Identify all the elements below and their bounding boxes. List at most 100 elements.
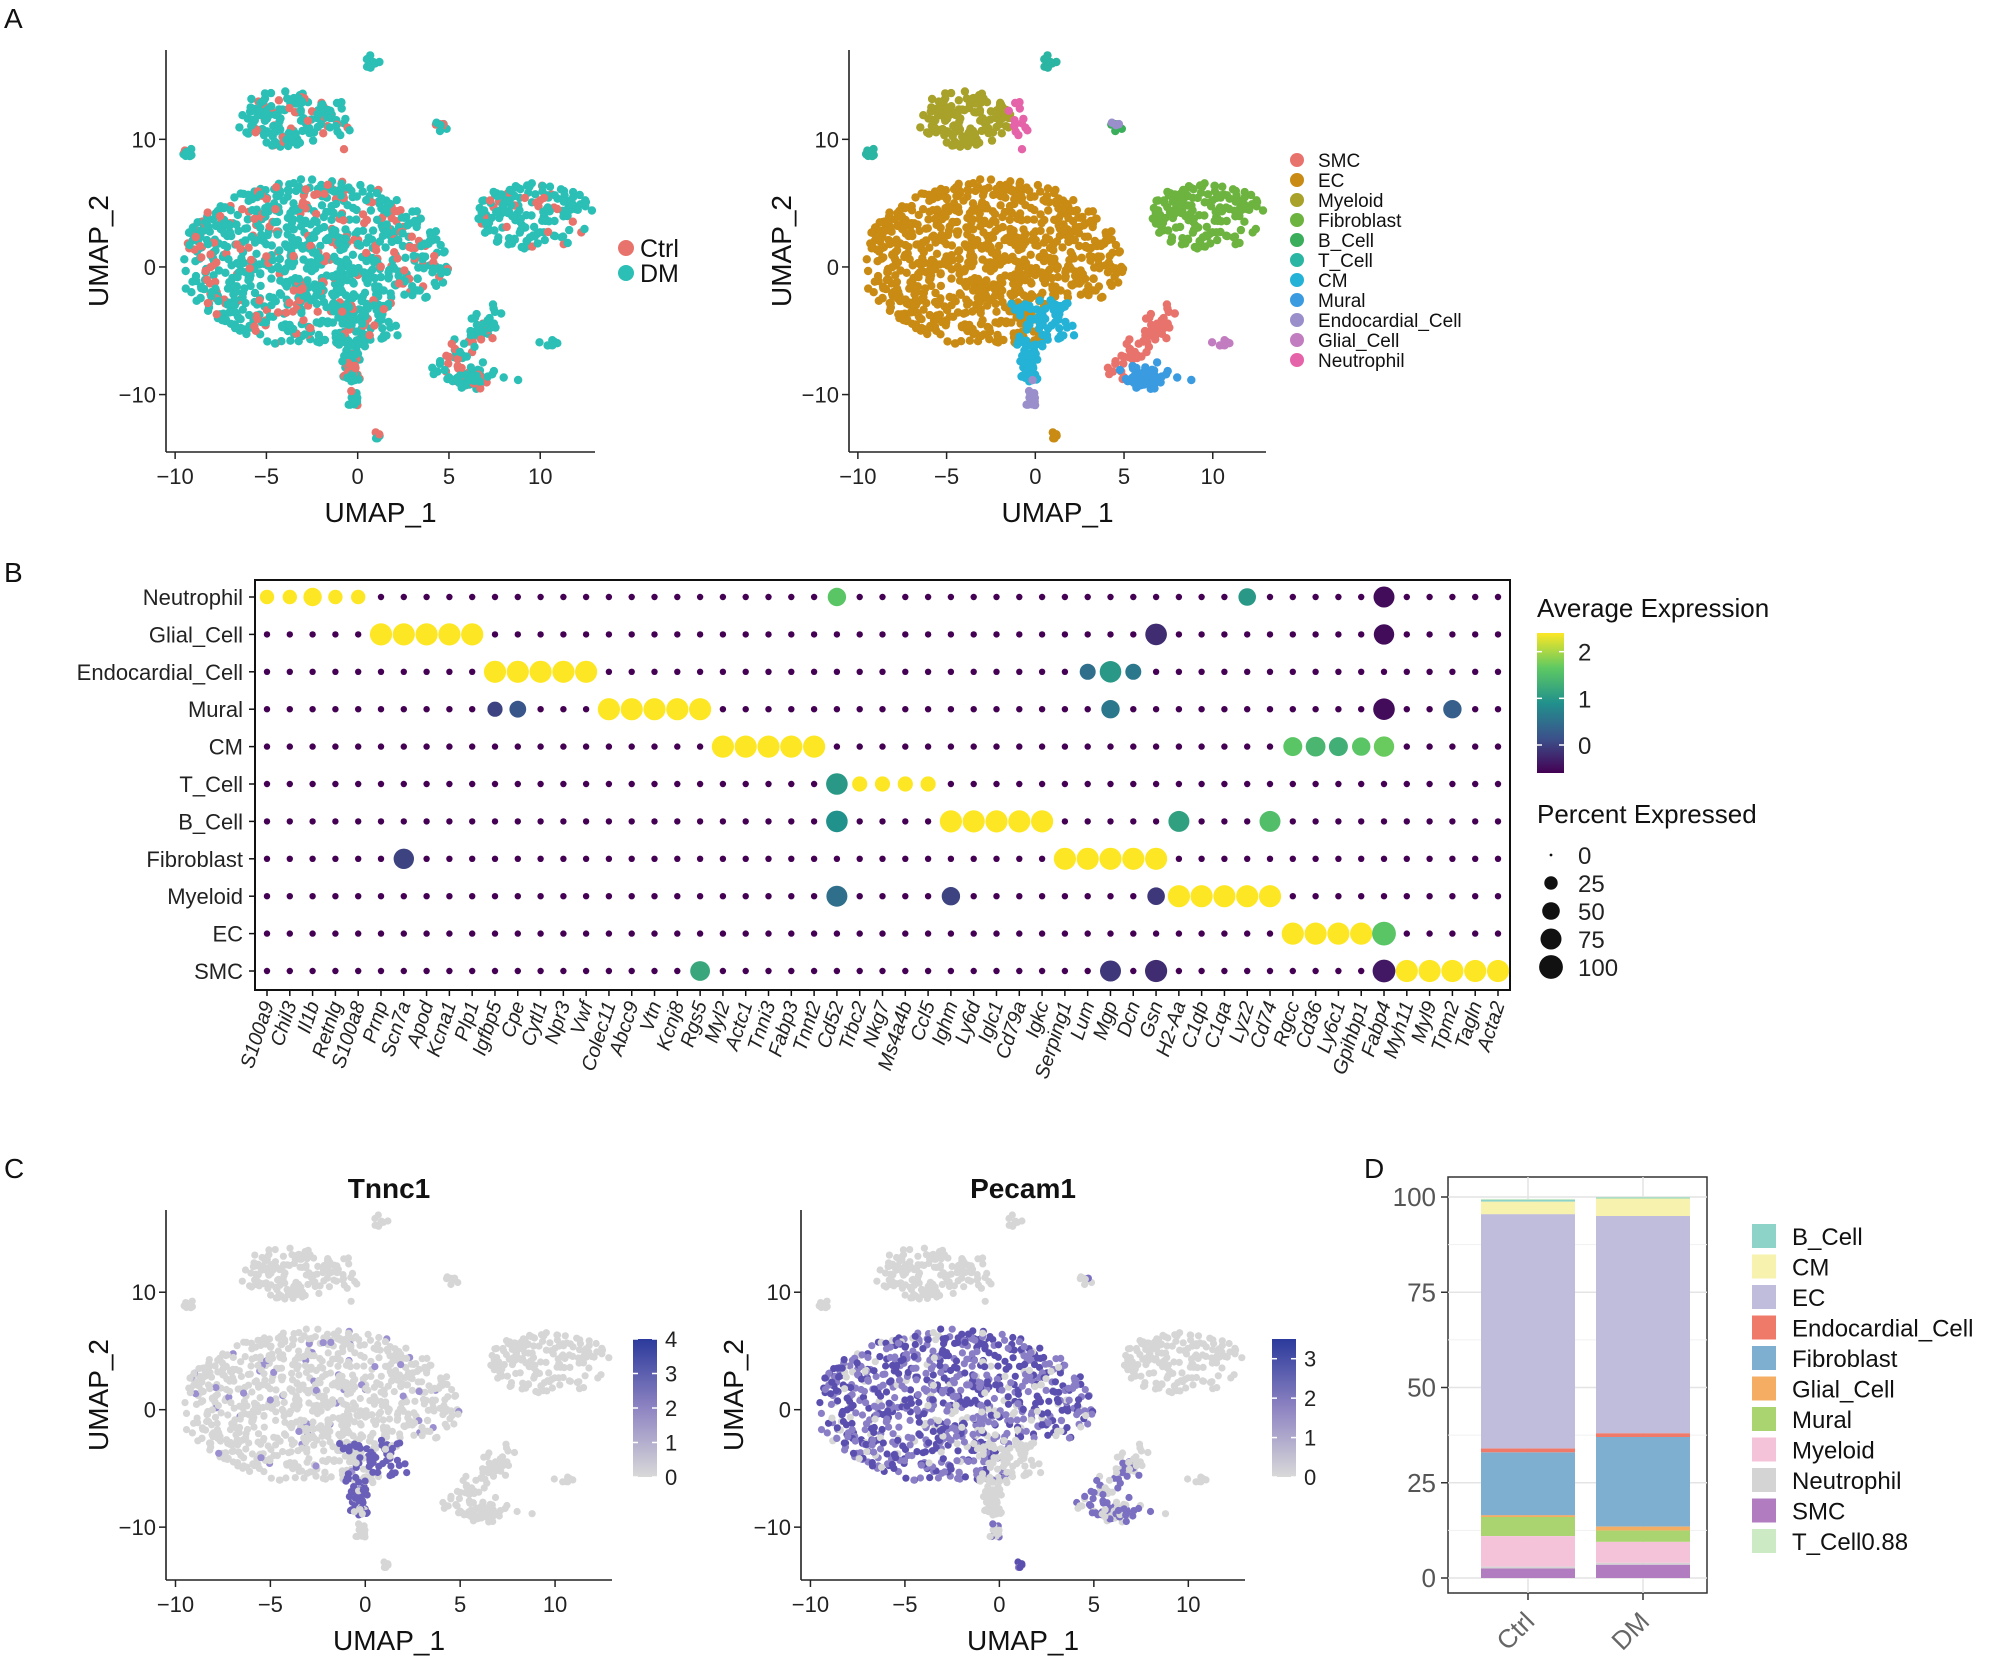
cell-point [244,196,253,205]
dot [674,893,681,900]
dot [605,593,613,601]
cell-point [310,1402,318,1410]
cell-point [1252,202,1261,211]
dot [674,780,681,788]
dot [400,743,407,750]
dot [1312,631,1319,638]
x-tick-label: −10 [156,464,193,489]
legend-swatch [1290,253,1304,267]
cell-point [497,309,506,318]
cell-point [1220,341,1229,350]
cell-point [911,323,921,333]
dot [263,818,271,825]
cell-point [181,1399,189,1407]
dot [742,818,749,825]
cell-point [260,1339,268,1347]
cell-point [1000,207,1009,217]
cell-point [364,1330,372,1338]
cell-point [1036,187,1045,196]
dot [1472,668,1479,675]
cell-point [352,192,361,201]
cell-point [421,1363,429,1371]
cell-point [413,1367,421,1375]
cell-point [1028,268,1038,277]
cell-point [278,323,287,332]
cell-point [403,221,412,230]
dot [487,701,503,717]
dot [1061,631,1069,638]
cell-point [527,211,536,220]
cell-point [293,1365,301,1373]
cell-point [257,1454,265,1462]
cell-point [287,276,296,285]
cell-point [324,1349,332,1357]
cell-point [253,314,262,324]
cell-point [899,316,908,325]
cell-point [904,242,913,252]
legend-label: Neutrophil [1318,351,1405,372]
cell-point [228,1447,236,1456]
dot [282,589,297,605]
dot [947,631,955,638]
cell-point [347,386,356,396]
y-tick-label: 10 [132,1280,156,1305]
cell-point [1069,254,1079,263]
dot [651,930,658,937]
dot [514,818,521,825]
dot [514,743,521,750]
dot [1130,631,1137,638]
dot [1403,631,1411,638]
cell-point [1202,222,1212,232]
dot [582,930,590,937]
cell-point [286,336,295,345]
cell-point [436,240,445,250]
cell-point [1016,307,1025,316]
cell-point [1028,375,1037,385]
dot [400,780,407,788]
dot [1449,893,1456,900]
cell-point [249,1407,257,1415]
cell-point [362,196,371,205]
dot [1221,818,1228,825]
cell-point [922,298,931,308]
cell-point [963,141,972,151]
cell-point [350,397,359,406]
dot [259,589,275,605]
dot [993,593,1000,601]
dot [1038,631,1046,638]
dot [1168,810,1190,832]
dot [392,623,415,646]
cell-point [352,1459,360,1467]
cell-point [534,202,543,211]
x-tick-label: 5 [1118,464,1130,489]
dot [560,780,567,788]
cell-point [277,1332,285,1340]
dot [810,593,818,601]
cell-point [186,1385,194,1394]
dot [393,848,414,869]
cell-point [182,1409,191,1417]
dot [1358,631,1365,638]
cell-point [394,279,404,288]
cell-point [201,217,210,227]
cell-point [362,248,371,258]
cell-point [327,1338,335,1346]
cell-point [1030,192,1039,201]
dot [1358,593,1365,601]
legend-label: B_Cell [1318,231,1374,252]
dot [788,930,795,937]
dot [582,780,590,788]
cell-point [203,208,212,217]
dot [1426,743,1433,750]
dot [833,668,841,675]
cell-point [961,308,971,317]
cell-point [385,1415,394,1423]
cell-point [198,227,207,236]
dot [780,735,803,758]
cell-point [1014,265,1023,274]
cell-point [236,1415,244,1423]
cell-point [368,226,378,235]
dot [1016,780,1023,788]
dot [1008,810,1031,833]
dot [1061,893,1069,900]
